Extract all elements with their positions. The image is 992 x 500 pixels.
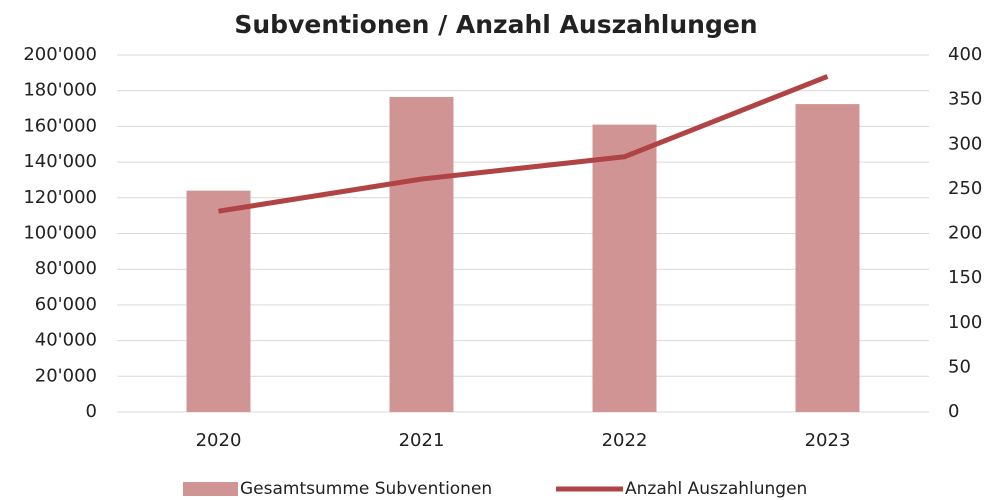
- chart-title: Subventionen / Anzahl Auszahlungen: [234, 10, 757, 39]
- y-tick-label: 180'000: [23, 80, 97, 101]
- y2-tick-label: 400: [948, 44, 982, 65]
- x-tick-label: 2021: [399, 430, 445, 451]
- line: [218, 74, 829, 214]
- y-tick-label: 20'000: [35, 365, 97, 386]
- y2-tick-label: 250: [948, 178, 982, 199]
- legend-label: Anzahl Auszahlungen: [625, 479, 807, 499]
- y-tick-label: 100'000: [23, 223, 97, 244]
- bar: [592, 124, 657, 413]
- bar: [389, 96, 454, 412]
- y-tick-label: 0: [86, 401, 97, 422]
- y-tick-label: 200'000: [23, 44, 97, 65]
- y2-tick-label: 50: [948, 356, 971, 377]
- x-tick-label: 2023: [805, 430, 851, 451]
- y2-tick-label: 100: [948, 312, 982, 333]
- y-tick-label: 80'000: [35, 258, 97, 279]
- y2-tick-label: 150: [948, 267, 982, 288]
- y-tick-label: 160'000: [23, 115, 97, 136]
- y-tick-label: 120'000: [23, 187, 97, 208]
- legend-label: Gesamtsumme Subventionen: [240, 479, 492, 499]
- y2-tick-label: 200: [948, 223, 982, 244]
- y-tick-label: 140'000: [23, 151, 97, 172]
- x-tick-label: 2022: [602, 430, 648, 451]
- y-tick-label: 40'000: [35, 330, 97, 351]
- bar: [795, 104, 860, 413]
- y2-tick-label: 350: [948, 89, 982, 110]
- x-tick-label: 2020: [196, 430, 242, 451]
- y2-tick-label: 0: [948, 401, 959, 422]
- bar: [186, 190, 251, 412]
- legend-swatch: [183, 482, 238, 496]
- y2-tick-label: 300: [948, 133, 982, 154]
- y-tick-label: 60'000: [35, 294, 97, 315]
